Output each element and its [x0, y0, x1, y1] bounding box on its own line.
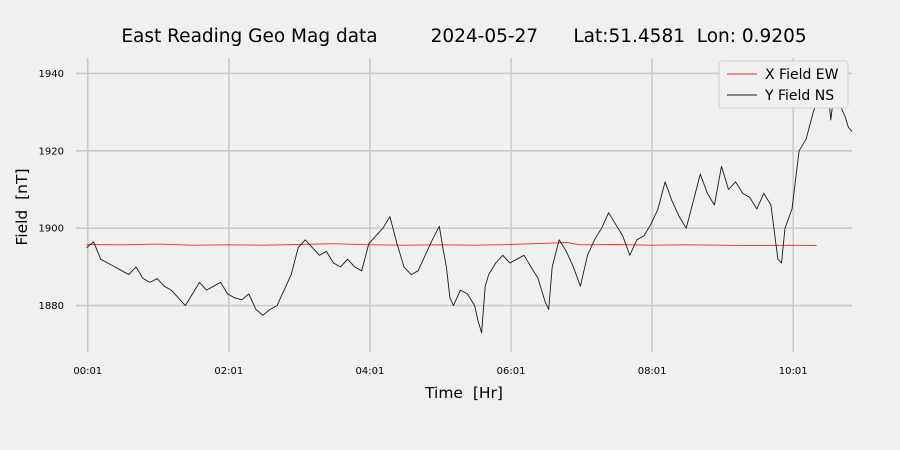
legend-box — [718, 60, 849, 109]
x-tick-label-4: 08:01 — [638, 366, 667, 377]
chart-title: East Reading Geo Mag data 2024-05-27 Lat… — [121, 26, 806, 47]
legend-label-1: Y Field NS — [764, 88, 834, 104]
grid — [76, 58, 852, 352]
y-tick-label-3: 1940 — [39, 69, 64, 80]
series-line-0 — [86, 242, 817, 247]
legend-label-0: X Field EW — [765, 67, 839, 83]
x-tick-label-3: 06:01 — [497, 366, 526, 377]
x-tick-label-2: 04:01 — [356, 366, 385, 377]
x-axis-ticks: 00:01 02:01 04:01 06:01 08:01 10:01 — [73, 366, 807, 377]
series-line-1 — [86, 73, 853, 334]
y-axis-label: Field [nT] — [13, 168, 31, 245]
y-tick-label-1: 1900 — [39, 224, 64, 235]
y-axis-ticks: 1880 1900 1920 1940 — [39, 69, 64, 312]
x-axis-label: Time [Hr] — [424, 384, 503, 402]
y-tick-label-0: 1880 — [39, 301, 64, 312]
y-tick-label-2: 1920 — [39, 146, 64, 157]
x-tick-label-5: 10:01 — [779, 366, 808, 377]
x-tick-label-0: 00:01 — [73, 366, 102, 377]
x-tick-label-1: 02:01 — [214, 366, 243, 377]
series-lines — [86, 73, 853, 334]
legend: X Field EW Y Field NS — [718, 60, 849, 109]
